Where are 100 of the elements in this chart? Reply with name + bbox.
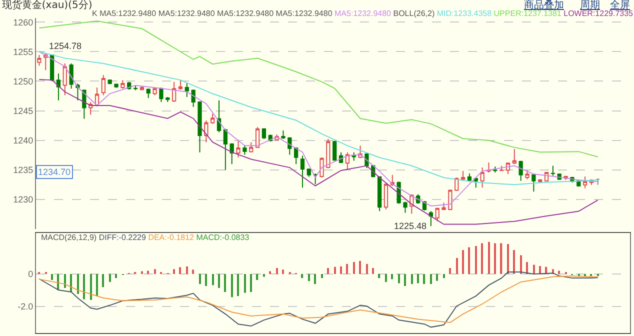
candlestick: [223, 128, 228, 171]
bar: [237, 274, 239, 296]
candlestick: [101, 74, 106, 96]
bar: [423, 274, 426, 284]
candlestick: [146, 88, 150, 98]
bar: [353, 262, 355, 274]
candlestick: [460, 170, 466, 180]
bar: [102, 274, 104, 288]
bar: [64, 274, 66, 288]
candlestick: [56, 72, 61, 101]
candlestick: [236, 140, 240, 158]
candlestick: [44, 52, 48, 71]
candlestick: [108, 78, 112, 85]
candlestick: [120, 80, 125, 90]
bar: [192, 270, 194, 274]
bar: [449, 268, 451, 274]
bar: [372, 268, 374, 274]
candlestick: [216, 100, 222, 133]
bar: [468, 247, 470, 274]
text: LOWER:1229.7335: [564, 9, 634, 18]
y-tick-label: 0: [28, 269, 34, 280]
y-tick-label: 1245: [13, 106, 34, 116]
bar: [327, 268, 329, 274]
candlestick: [294, 146, 298, 165]
y-tick-label: 1260: [13, 17, 34, 28]
bar: [391, 274, 393, 280]
candlestick: [345, 152, 350, 170]
bar: [385, 274, 387, 282]
candlestick: [326, 138, 330, 169]
candlestick: [62, 62, 67, 96]
annotation: MACD(26,12,9): [41, 233, 97, 242]
bar: [526, 262, 528, 274]
candlestick: [288, 136, 292, 156]
bar: [481, 243, 483, 274]
candlestick: [442, 202, 446, 211]
bar: [205, 274, 207, 286]
bar: [256, 274, 258, 280]
bar: [308, 274, 310, 282]
candlestick: [249, 142, 254, 153]
candlestick: [384, 183, 388, 210]
candlestick: [474, 177, 478, 188]
candlestick: [159, 87, 164, 102]
candlestick: [262, 128, 266, 140]
text: MID:1233.4358: [436, 9, 492, 18]
candlestick: [152, 87, 157, 96]
bar: [77, 274, 79, 294]
candlestick: [172, 81, 176, 102]
bar: [282, 270, 284, 274]
y-tick-label: 1255: [13, 46, 34, 57]
candlestick: [242, 145, 247, 156]
candlestick: [403, 201, 408, 214]
bar: [456, 258, 458, 274]
bar: [115, 274, 117, 278]
bar: [179, 267, 182, 274]
candlestick: [596, 178, 600, 186]
bar: [186, 266, 188, 274]
candlestick: [582, 176, 588, 189]
bar: [96, 274, 98, 296]
text: MA5:1232.9480: [158, 9, 216, 18]
bar: [244, 274, 246, 293]
bar: [334, 266, 336, 274]
bar: [83, 274, 85, 300]
candlestick: [191, 89, 196, 108]
bar: [520, 255, 522, 274]
candlestick: [313, 173, 318, 185]
annotation: 1225.48: [394, 221, 427, 231]
bar: [173, 269, 175, 274]
bar: [109, 274, 111, 282]
bar: [218, 274, 220, 288]
candlestick: [332, 140, 337, 162]
bar: [462, 250, 464, 274]
candlestick: [230, 142, 234, 165]
bar: [417, 274, 419, 284]
text: 全屏: [610, 0, 630, 11]
line-series: [38, 20, 598, 158]
candlestick: [550, 165, 556, 176]
candlestick: [518, 160, 523, 182]
y-tick-label: 1240: [13, 135, 34, 146]
bar: [51, 274, 53, 280]
bar: [301, 274, 304, 278]
bar: [224, 274, 226, 292]
candlestick: [428, 210, 433, 227]
bar: [494, 243, 496, 274]
candlestick: [210, 113, 215, 124]
bar: [70, 274, 72, 292]
text: 周期: [580, 0, 600, 11]
bar: [443, 274, 445, 278]
bar: [154, 269, 156, 274]
candlestick: [435, 207, 440, 222]
candlestick: [467, 173, 472, 182]
y-tick-label: 1230: [13, 194, 34, 205]
candlestick: [512, 148, 516, 165]
candlestick: [300, 155, 305, 188]
text: MA5:1232.9480: [217, 9, 274, 18]
bar: [346, 264, 348, 274]
candlestick: [166, 96, 170, 102]
bar: [141, 271, 143, 274]
bar: [475, 246, 477, 274]
bar: [212, 274, 214, 286]
y-tick-label: -2.0: [18, 302, 34, 312]
